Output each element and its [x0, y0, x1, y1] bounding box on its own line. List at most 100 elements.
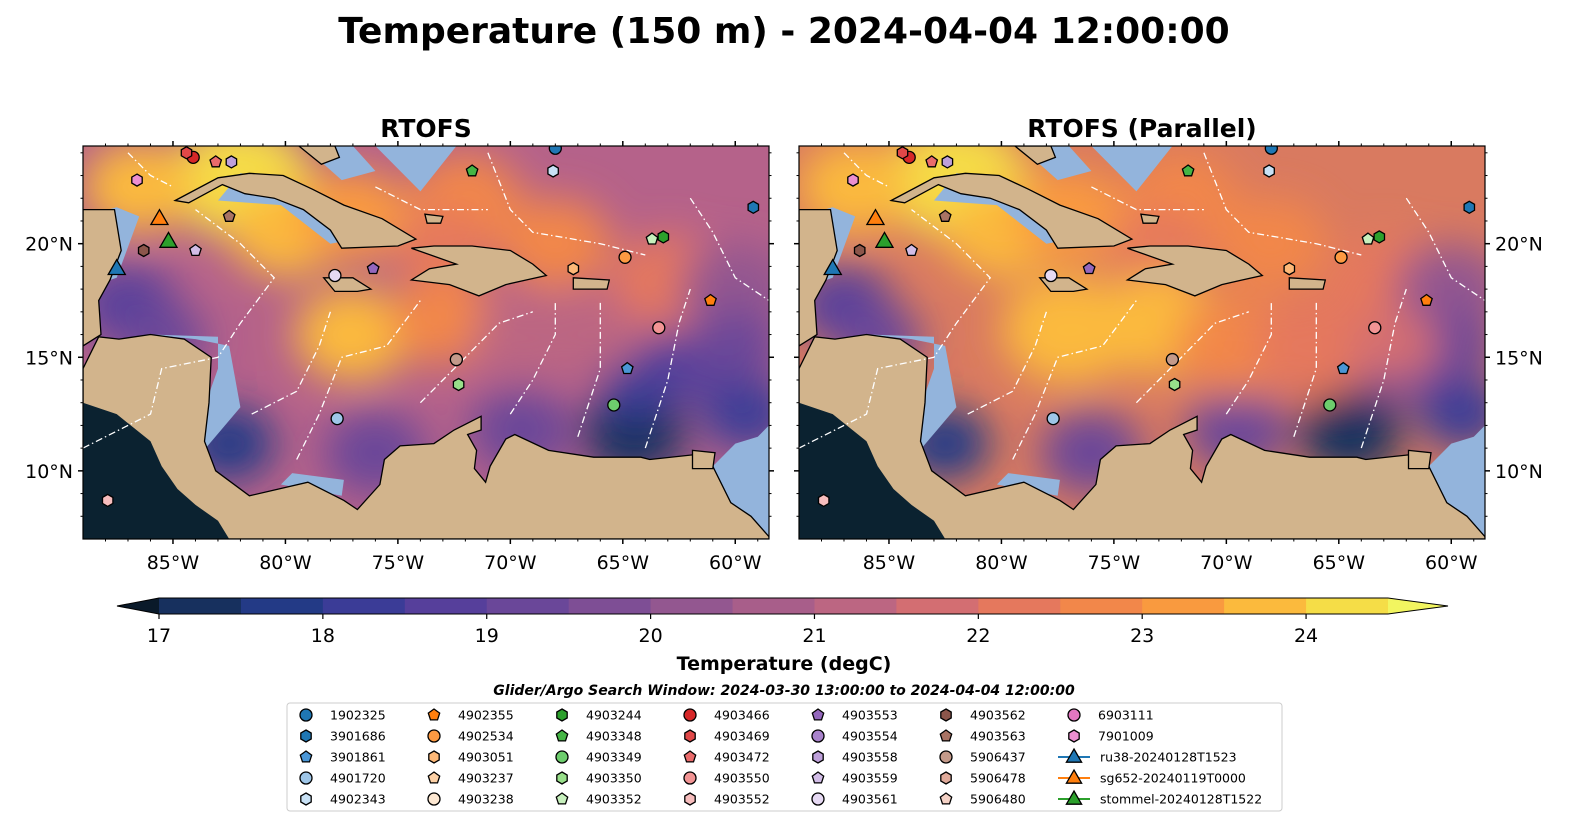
- axis-ticks: 85°W 80°W 75°W 70°W 65°W 60°W 20°N 15°N 10°N: [794, 141, 1543, 574]
- map-panel-rtofs: RTOFS 85°W 80°W 75°W 70°W 65°W 60°W 20°N 15°N 10…: [25, 114, 774, 574]
- colorbar-tick-label: 18: [311, 625, 335, 647]
- legend-label: 4903350: [586, 771, 642, 786]
- colorbar: 17 18 19 20 21 22 23 24 Temperature (degC): [116, 597, 1449, 675]
- eez-line: [127, 152, 174, 188]
- legend-label: ru38-20240128T1523: [1100, 750, 1237, 765]
- legend-label: 4903352: [586, 792, 642, 807]
- map-panel-rtofs-parallel: RTOFS (Parallel) 85°W 80°W 75°W 70°W 65°W 60°…: [794, 114, 1543, 574]
- marker-ru38-20240128T1523: [823, 258, 843, 276]
- marker-4903561: [1044, 268, 1058, 283]
- marker-4903051: [567, 261, 580, 276]
- legend-label: 4903051: [458, 750, 514, 765]
- marker-3901686: [1463, 200, 1476, 215]
- x-tick-label: 60°W: [1425, 552, 1478, 574]
- marker-4903349: [1323, 398, 1337, 412]
- legend-label: stommel-20240128T1522: [1100, 792, 1262, 807]
- legend-label: 3901861: [330, 750, 386, 765]
- marker-4903558: [941, 155, 954, 169]
- marker-4902355: [1420, 293, 1433, 306]
- colorbar-segment: [1306, 598, 1389, 614]
- pacific-ocean: [83, 402, 230, 539]
- land-mass: [83, 146, 769, 539]
- legend-label: 4901720: [330, 771, 386, 786]
- marker-4903472: [925, 155, 939, 168]
- marker-3901861: [620, 361, 634, 375]
- eez-line: [1012, 300, 1137, 460]
- marker-4903350: [1168, 377, 1181, 392]
- colorbar-label: Temperature (degC): [677, 653, 892, 675]
- legend-marker: [1067, 708, 1081, 722]
- y-tick-label: 15°N: [1495, 347, 1543, 369]
- eez-line: [689, 197, 769, 302]
- panel-frame: [798, 145, 1486, 540]
- field-patch: [1298, 392, 1402, 477]
- eez-line: [967, 311, 1048, 415]
- legend-label: 4903563: [970, 729, 1026, 744]
- legend-label: 7901009: [1098, 729, 1154, 744]
- legend-marker: [684, 792, 696, 806]
- eez-line: [799, 209, 992, 449]
- legend-marker: [683, 771, 697, 785]
- marker-4903469: [180, 146, 193, 160]
- legend-label: 4902355: [458, 708, 514, 723]
- legend-label: 4903559: [842, 771, 898, 786]
- legend-marker: [1065, 789, 1083, 805]
- legend-label: 4903469: [714, 729, 770, 744]
- legend-label: 4903237: [458, 771, 514, 786]
- marker-4903562: [853, 243, 866, 258]
- marker-4903349: [607, 398, 621, 412]
- marker-1902325: [548, 146, 562, 155]
- legend-marker: [555, 729, 569, 742]
- eez-line: [1225, 300, 1272, 415]
- field-patch: [701, 377, 769, 451]
- field-patch: [1417, 377, 1485, 451]
- legend-marker: [427, 771, 441, 784]
- marker-4901720: [330, 411, 344, 426]
- field-patch: [539, 294, 639, 375]
- legend-marker: [555, 792, 569, 805]
- land-polygon: [572, 277, 611, 290]
- land-polygon: [173, 172, 418, 249]
- shelf-area: [1428, 425, 1485, 539]
- eez-line: [251, 311, 332, 415]
- x-tick-label: 85°W: [863, 552, 916, 574]
- legend-label: 3901686: [330, 729, 386, 744]
- legend-marker: [427, 729, 441, 743]
- legend-label: 4903348: [586, 729, 642, 744]
- marker-4902343: [547, 164, 559, 178]
- legend-label: 1902325: [330, 708, 386, 723]
- eez-line: [843, 152, 890, 188]
- eez-line: [1203, 152, 1362, 256]
- field-patch: [598, 362, 671, 421]
- colorbar-segment: [1224, 598, 1307, 614]
- marker-4903559: [905, 243, 918, 257]
- marker-4903552: [101, 493, 114, 508]
- marker-4903051: [1283, 261, 1296, 276]
- eez-line: [1293, 300, 1317, 438]
- legend-label: 5906480: [970, 792, 1026, 807]
- x-tick-label: 65°W: [1313, 552, 1366, 574]
- field-patch: [1350, 309, 1441, 383]
- legend-marker: [939, 792, 953, 805]
- colorbar-segment: [978, 598, 1061, 614]
- colorbar-tick-label: 24: [1294, 625, 1318, 647]
- legend-label: 6903111: [1098, 708, 1154, 723]
- marker-4903352: [645, 232, 659, 245]
- marker-sg652-20240119T0000: [149, 208, 170, 226]
- x-tick-label: 75°W: [372, 552, 425, 574]
- legend: 1902325 3901686 3901861 4901720 4902343 49023…: [286, 702, 1283, 812]
- legend-label: 4903554: [842, 729, 898, 744]
- eez-line: [1135, 311, 1250, 404]
- legend-marker: [300, 792, 312, 806]
- field-patch: [294, 287, 412, 382]
- legend-label: 4902534: [458, 729, 514, 744]
- axis-ticks: 85°W 80°W 75°W 70°W 65°W 60°W 20°N 15°N 10°N: [25, 141, 774, 574]
- marker-stommel-20240128T1522: [874, 231, 895, 248]
- legend-marker: [939, 729, 953, 742]
- x-tick-label: 75°W: [1088, 552, 1141, 574]
- legend-label: 4903553: [842, 708, 898, 723]
- legend-marker: [940, 771, 952, 785]
- search-window-label: Glider/Argo Search Window: 2024-03-30 13…: [493, 683, 1075, 699]
- legend-marker: [428, 750, 440, 764]
- legend-marker: [299, 750, 313, 763]
